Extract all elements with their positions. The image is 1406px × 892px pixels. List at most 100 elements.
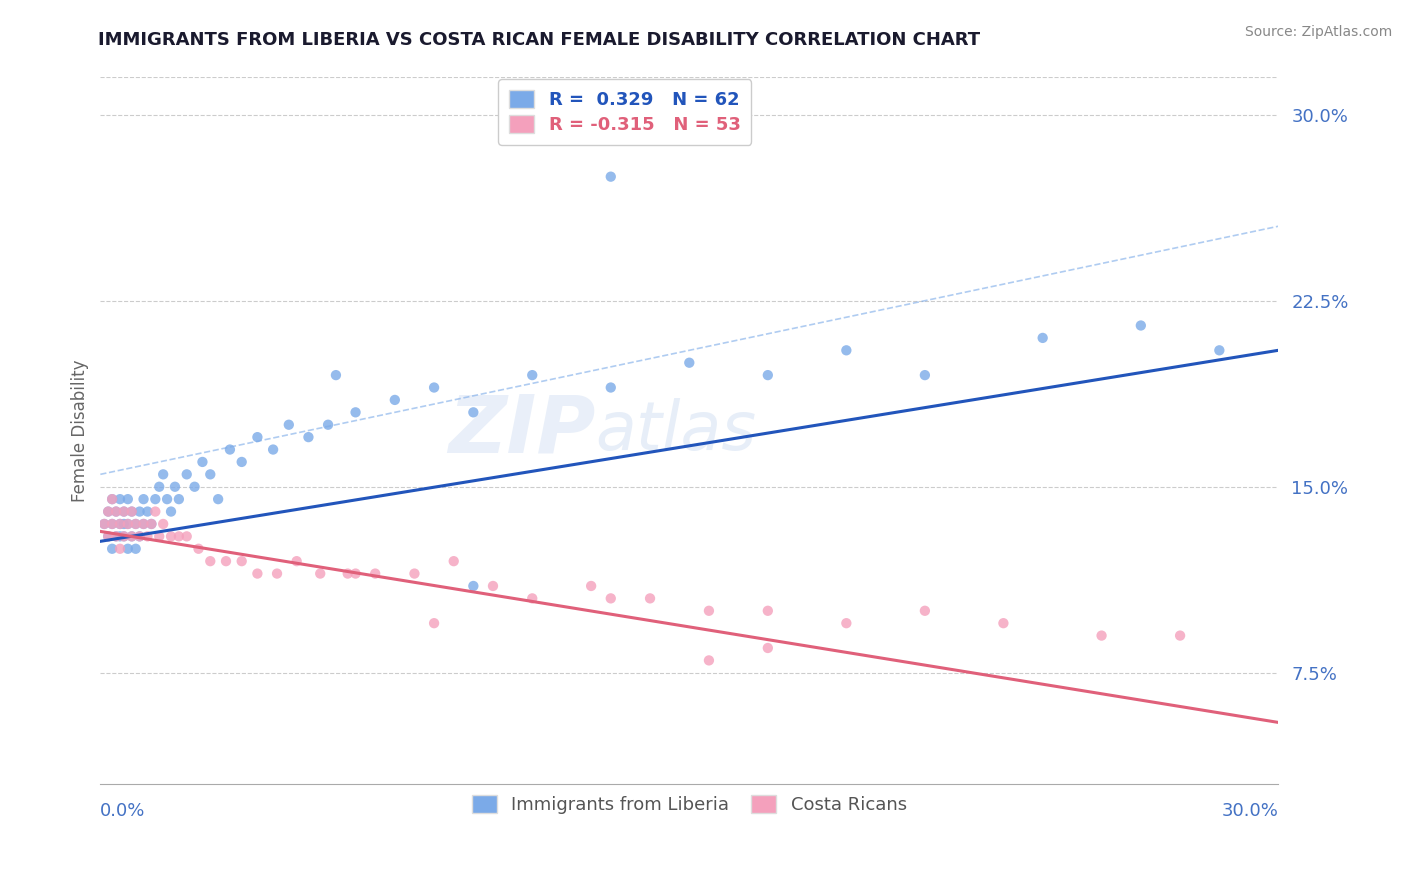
Point	[101, 516, 124, 531]
Point	[1208, 343, 1230, 358]
Point	[993, 616, 1015, 631]
Point	[125, 516, 148, 531]
Point	[443, 554, 465, 568]
Point	[285, 554, 308, 568]
Point	[463, 579, 485, 593]
Point	[101, 492, 124, 507]
Point	[167, 529, 190, 543]
Y-axis label: Female Disability: Female Disability	[72, 359, 89, 502]
Point	[191, 455, 214, 469]
Point	[246, 430, 269, 444]
Point	[121, 504, 143, 518]
Text: 30.0%: 30.0%	[1222, 802, 1278, 820]
Point	[108, 529, 131, 543]
Point	[914, 368, 936, 383]
Point	[914, 604, 936, 618]
Point	[108, 492, 131, 507]
Point	[93, 516, 115, 531]
Point	[121, 529, 143, 543]
Point	[1129, 318, 1152, 333]
Point	[105, 504, 128, 518]
Point	[176, 467, 198, 482]
Point	[344, 566, 367, 581]
Point	[132, 492, 155, 507]
Point	[697, 604, 720, 618]
Point	[384, 392, 406, 407]
Point	[136, 504, 159, 518]
Point	[336, 566, 359, 581]
Point	[463, 405, 485, 419]
Point	[678, 356, 700, 370]
Point	[835, 343, 858, 358]
Legend: Immigrants from Liberia, Costa Ricans: Immigrants from Liberia, Costa Ricans	[461, 784, 918, 825]
Point	[231, 455, 253, 469]
Point	[108, 541, 131, 556]
Point	[1168, 629, 1191, 643]
Point	[599, 380, 621, 394]
Point	[200, 467, 222, 482]
Point	[108, 516, 131, 531]
Point	[219, 442, 242, 457]
Point	[101, 492, 124, 507]
Point	[97, 529, 120, 543]
Point	[297, 430, 319, 444]
Point	[112, 504, 135, 518]
Text: IMMIGRANTS FROM LIBERIA VS COSTA RICAN FEMALE DISABILITY CORRELATION CHART: IMMIGRANTS FROM LIBERIA VS COSTA RICAN F…	[98, 31, 980, 49]
Point	[638, 591, 661, 606]
Point	[97, 529, 120, 543]
Point	[1032, 331, 1054, 345]
Point	[143, 504, 166, 518]
Point	[579, 579, 602, 593]
Point	[117, 516, 139, 531]
Point	[108, 516, 131, 531]
Point	[423, 380, 446, 394]
Point	[112, 504, 135, 518]
Point	[105, 529, 128, 543]
Point	[835, 616, 858, 631]
Point	[522, 368, 544, 383]
Text: Source: ZipAtlas.com: Source: ZipAtlas.com	[1244, 25, 1392, 39]
Text: atlas: atlas	[595, 398, 756, 464]
Point	[187, 541, 209, 556]
Point	[215, 554, 238, 568]
Point	[141, 516, 163, 531]
Point	[756, 368, 779, 383]
Point	[93, 516, 115, 531]
Text: 0.0%: 0.0%	[100, 802, 146, 820]
Point	[262, 442, 284, 457]
Point	[132, 516, 155, 531]
Point	[266, 566, 288, 581]
Point	[482, 579, 505, 593]
Point	[128, 529, 150, 543]
Point	[599, 591, 621, 606]
Point	[231, 554, 253, 568]
Point	[423, 616, 446, 631]
Point	[207, 492, 229, 507]
Point	[132, 516, 155, 531]
Point	[148, 529, 170, 543]
Point	[325, 368, 347, 383]
Point	[364, 566, 387, 581]
Point	[200, 554, 222, 568]
Point	[105, 529, 128, 543]
Point	[148, 480, 170, 494]
Point	[176, 529, 198, 543]
Point	[128, 504, 150, 518]
Point	[128, 529, 150, 543]
Point	[101, 516, 124, 531]
Point	[344, 405, 367, 419]
Point	[121, 529, 143, 543]
Point	[125, 516, 148, 531]
Point	[404, 566, 426, 581]
Point	[117, 541, 139, 556]
Point	[316, 417, 339, 432]
Point	[160, 504, 183, 518]
Point	[105, 504, 128, 518]
Point	[141, 516, 163, 531]
Text: ZIP: ZIP	[447, 392, 595, 470]
Point	[697, 653, 720, 667]
Point	[143, 492, 166, 507]
Point	[156, 492, 179, 507]
Point	[246, 566, 269, 581]
Point	[125, 541, 148, 556]
